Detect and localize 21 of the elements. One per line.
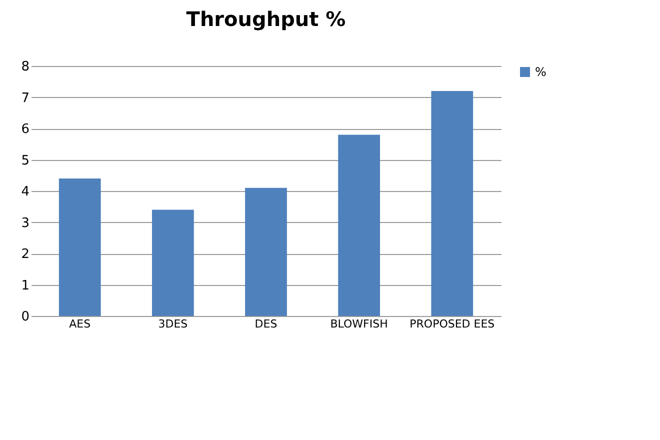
x-tick-label: PROPOSED EES [410, 318, 495, 330]
y-tick-label: 8 [21, 60, 30, 74]
y-tick-label: 3 [21, 216, 30, 231]
chart-title: Throughput % [186, 7, 346, 31]
bar [338, 134, 380, 316]
x-tick-label: AES [69, 318, 91, 330]
y-tick-label: 7 [21, 90, 30, 106]
x-tick-label: 3DES [158, 318, 188, 330]
y-tick-label: 0 [21, 310, 30, 324]
bar [431, 91, 474, 316]
y-tick-label: 4 [21, 184, 30, 200]
bar [152, 210, 194, 316]
y-tick-label: 6 [21, 122, 30, 137]
x-tick-label: BLOWFISH [330, 318, 388, 330]
x-tick-label: DES [254, 318, 278, 330]
legend-label: % [535, 65, 546, 79]
bar [58, 178, 101, 316]
bar [245, 188, 287, 316]
y-tick-label: 1 [21, 278, 30, 294]
y-tick-label: 2 [21, 247, 30, 262]
y-tick-label: 5 [21, 153, 30, 168]
